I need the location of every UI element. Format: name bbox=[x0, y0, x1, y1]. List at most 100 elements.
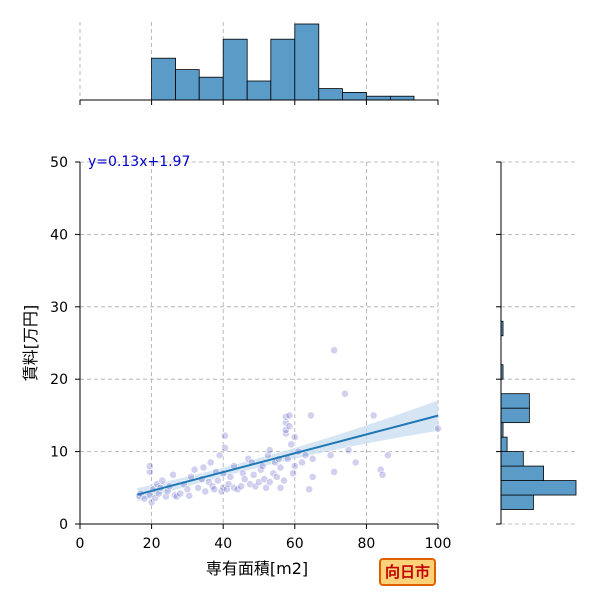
scatter-point bbox=[213, 476, 222, 485]
scatter-point bbox=[169, 470, 177, 479]
x-axis-title: 専有面積[m2] bbox=[206, 559, 308, 578]
scatter-point bbox=[145, 467, 154, 476]
scatter-point bbox=[305, 485, 314, 494]
y-tick-label: 20 bbox=[50, 372, 68, 388]
scatter-point bbox=[308, 454, 317, 463]
scatter-point bbox=[434, 424, 442, 433]
x-histogram-bar bbox=[175, 69, 200, 101]
scatter-point bbox=[276, 463, 285, 472]
y-histogram-bar bbox=[500, 436, 508, 452]
main-scatter: 0 20 40 60 80 100 0 10 20 30 40 50 y=0.13x+1.97 専有… bbox=[21, 154, 451, 578]
x-axis-ticks: 0 20 40 60 80 100 bbox=[76, 524, 452, 552]
scatter-point bbox=[301, 451, 310, 460]
scatter-point bbox=[201, 487, 210, 496]
scatter-point bbox=[158, 476, 167, 485]
scatter-point bbox=[240, 475, 249, 484]
x-histogram-bar bbox=[151, 57, 176, 101]
confidence-band bbox=[137, 400, 438, 502]
scatter-point bbox=[145, 462, 154, 470]
x-tick-label: 100 bbox=[425, 536, 452, 552]
x-histogram-bar bbox=[365, 95, 391, 101]
y-tick-label: 40 bbox=[50, 227, 68, 243]
scatter-point bbox=[290, 433, 299, 442]
x-histogram-bar bbox=[246, 80, 272, 101]
y-histogram-bar bbox=[500, 465, 544, 481]
x-tick-label: 0 bbox=[76, 536, 85, 552]
scatter-point bbox=[162, 492, 170, 501]
scatter-point bbox=[287, 440, 296, 449]
scatter-point bbox=[224, 480, 233, 489]
scatter-point bbox=[298, 458, 306, 467]
x-histogram-bar bbox=[294, 23, 320, 101]
x-tick-label: 80 bbox=[357, 536, 375, 552]
scatter-point bbox=[326, 451, 335, 460]
x-histogram-bar bbox=[270, 38, 296, 101]
scatter-point bbox=[272, 473, 281, 481]
regression-equation: y=0.13x+1.97 bbox=[88, 154, 190, 170]
scatter-point bbox=[351, 458, 360, 467]
scatter-point bbox=[258, 462, 267, 470]
scatter-point bbox=[176, 489, 185, 498]
scatter-point bbox=[330, 467, 339, 476]
right-histogram-ticks bbox=[496, 161, 501, 525]
scatter-point bbox=[264, 451, 272, 460]
y-tick-label: 50 bbox=[50, 155, 68, 171]
y-tick-label: 10 bbox=[50, 445, 68, 461]
scatter-point bbox=[256, 465, 265, 474]
scatter-point bbox=[249, 470, 258, 479]
top-histogram bbox=[79, 22, 439, 105]
scatter-point bbox=[276, 483, 285, 492]
y-histogram-bar bbox=[500, 407, 530, 424]
scatter-point bbox=[206, 458, 215, 467]
scatter-point bbox=[194, 483, 203, 492]
scatter-point bbox=[262, 483, 271, 492]
scatter-point bbox=[383, 451, 392, 460]
y-axis-ticks: 0 10 20 30 40 50 bbox=[50, 155, 80, 533]
y-histogram-bar bbox=[500, 451, 524, 467]
scatter-point bbox=[330, 346, 339, 355]
scatter-point bbox=[285, 422, 294, 431]
scatter-point bbox=[238, 469, 247, 478]
top-histogram-bars bbox=[151, 23, 415, 101]
x-tick-label: 40 bbox=[214, 536, 232, 552]
y-histogram-bar bbox=[500, 393, 530, 409]
scatter-point bbox=[221, 444, 229, 452]
regression-line bbox=[137, 414, 439, 496]
scatter-point bbox=[290, 462, 299, 470]
y-tick-label: 0 bbox=[59, 517, 68, 533]
scatter-point bbox=[226, 473, 235, 481]
scatter-point bbox=[369, 411, 378, 420]
scatter-point bbox=[289, 469, 297, 478]
scatter-point bbox=[265, 446, 274, 455]
scatter-point bbox=[183, 485, 192, 494]
scatter-point bbox=[376, 465, 385, 474]
x-histogram-bar bbox=[342, 92, 367, 101]
right-histogram bbox=[496, 161, 578, 525]
scatter-point bbox=[215, 451, 224, 460]
right-histogram-bars bbox=[500, 320, 577, 510]
scatter-point bbox=[280, 476, 288, 485]
x-histogram-bar bbox=[222, 38, 248, 101]
scatter-point bbox=[307, 411, 315, 420]
x-tick-label: 60 bbox=[286, 536, 304, 552]
scatter-point bbox=[237, 482, 245, 491]
y-tick-label: 30 bbox=[50, 300, 68, 316]
scatter-point bbox=[199, 463, 208, 472]
city-badge: 向日市 bbox=[379, 558, 437, 586]
x-histogram-bar bbox=[389, 95, 415, 101]
y-axis-title: 賃料[万円] bbox=[21, 305, 40, 382]
scatter-point bbox=[265, 478, 274, 486]
y-histogram-bar bbox=[500, 494, 534, 510]
x-histogram-bar bbox=[198, 76, 224, 101]
y-histogram-bar bbox=[500, 480, 577, 496]
scatter-point bbox=[378, 470, 387, 479]
scatter-point bbox=[341, 389, 349, 398]
scatter-point bbox=[140, 494, 149, 503]
scatter-point bbox=[210, 485, 219, 494]
scatter-point bbox=[344, 446, 353, 455]
x-tick-label: 20 bbox=[143, 536, 161, 552]
scatter-point bbox=[190, 465, 199, 474]
scatter-point bbox=[185, 491, 194, 500]
